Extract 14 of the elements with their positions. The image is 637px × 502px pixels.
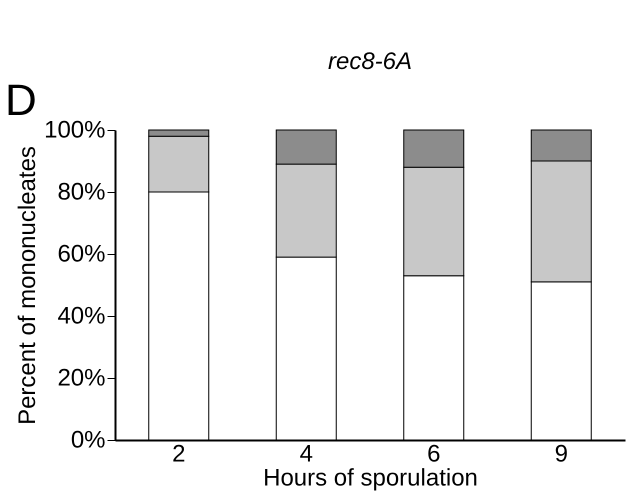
y-tick-label: 100% — [44, 116, 106, 144]
x-tick-label: 4 — [300, 440, 313, 468]
text: D — [5, 76, 37, 125]
y-tick-label: 60% — [57, 240, 106, 268]
y-tick-label: 40% — [57, 302, 106, 330]
x-tick-label: 6 — [427, 440, 440, 468]
y-axis-title: Percent of mononucleates — [14, 146, 42, 425]
x-tick-label: 2 — [172, 440, 186, 468]
chart-title: rec8-6A — [328, 48, 412, 75]
y-tick-label: 20% — [57, 364, 106, 392]
y-tick-label: 80% — [57, 178, 106, 206]
x-tick-label: 9 — [554, 440, 568, 468]
x-axis-title: Hours of sporulation — [263, 464, 478, 492]
y-tick-label: 0% — [70, 426, 106, 454]
